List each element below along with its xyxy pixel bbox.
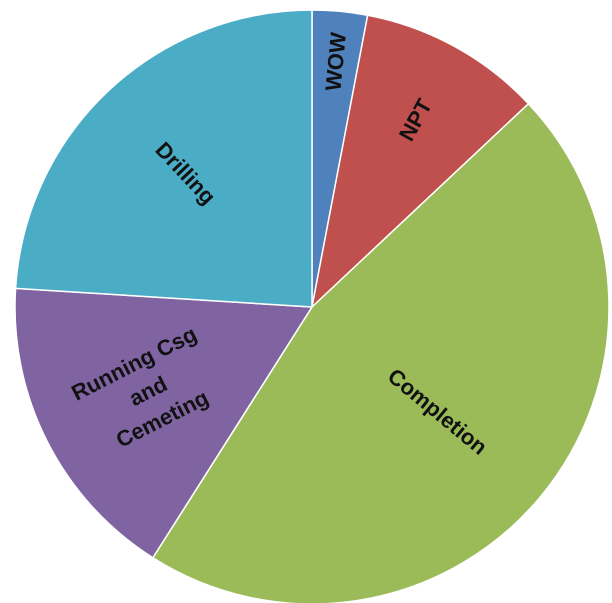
pie-slice-npt [311, 14, 530, 308]
pie-slices [14, 9, 610, 603]
slice-label-wow: WOW [320, 31, 350, 92]
pie-slice-drilling [14, 9, 313, 308]
pie-slice-running-csg-and-cemeting [14, 287, 313, 559]
pie-slice-completion [152, 102, 610, 603]
slice-label-line: WOW [320, 31, 350, 92]
